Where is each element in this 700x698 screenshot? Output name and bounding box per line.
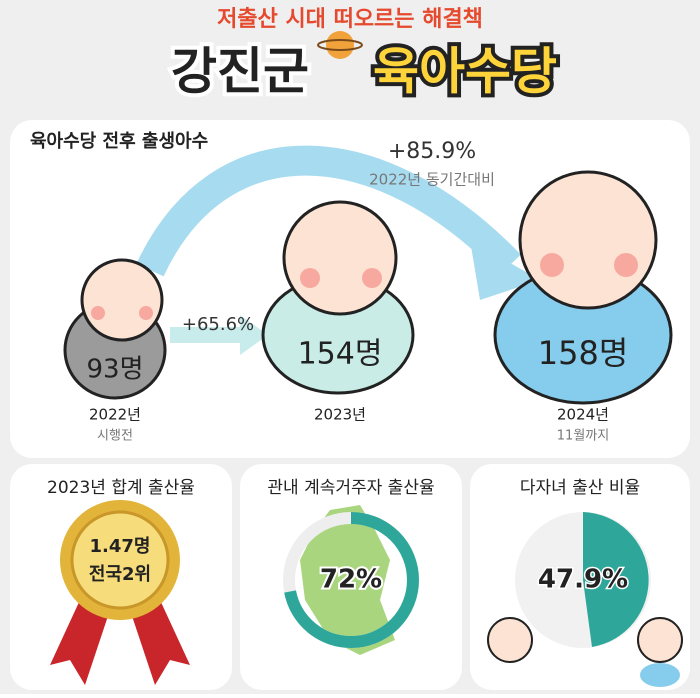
year-2023: 2023년	[314, 406, 366, 424]
map-shape	[300, 505, 395, 655]
title-part2: 육아수당	[373, 43, 557, 101]
baby-icon-body	[640, 663, 680, 687]
count-2023: 154명	[298, 337, 383, 372]
small-arrow-head	[240, 315, 268, 355]
births-title: 육아수당 전후 출생아수	[30, 131, 208, 152]
growth-2023: +65.6%	[182, 314, 254, 335]
growth-2024: +85.9%	[388, 139, 476, 164]
year-2022: 2022년	[89, 406, 141, 424]
medal-line: 전국2위	[89, 564, 151, 585]
baby-cheek	[91, 306, 105, 320]
medal-line: 1.47명	[90, 536, 151, 557]
panel-title: 2023년 합계 출산율	[47, 478, 195, 498]
baby-cheek	[362, 268, 382, 288]
baby-head	[518, 170, 658, 310]
panel-title: 다자녀 출산 비율	[520, 478, 640, 498]
donut-value: 72%	[320, 565, 382, 595]
count-2022: 93명	[86, 355, 143, 385]
baby-icon	[487, 617, 533, 663]
kicker: 저출산 시대 떠오르는 해결책	[217, 7, 483, 32]
medal-inner	[70, 510, 170, 610]
ribbon	[130, 600, 190, 685]
pie-value: 47.9%	[538, 565, 628, 595]
note-2022: 시행전	[97, 428, 133, 444]
pie-slice	[583, 512, 649, 647]
baby-cheek	[614, 253, 638, 277]
donut-arc	[283, 512, 419, 648]
year-2024: 2024년	[557, 406, 609, 424]
title-part1: 강진군	[171, 43, 309, 101]
baby-head	[80, 258, 164, 342]
big-arrow	[136, 145, 521, 277]
baby-icon	[637, 617, 683, 663]
ribbon	[50, 600, 110, 685]
panel-title: 관내 계속거주자 출산율	[267, 478, 434, 498]
count-2024: 158명	[538, 334, 629, 372]
planet-icon	[326, 31, 354, 59]
baby-cheek	[139, 306, 153, 320]
planet-ring	[317, 39, 363, 51]
growth-2024-note: 2022년 동기간대비	[369, 171, 495, 189]
baby-cheek	[300, 268, 320, 288]
baby-cheek	[540, 253, 564, 277]
baby-head	[282, 200, 398, 316]
note-2024: 11월까지	[557, 429, 609, 444]
